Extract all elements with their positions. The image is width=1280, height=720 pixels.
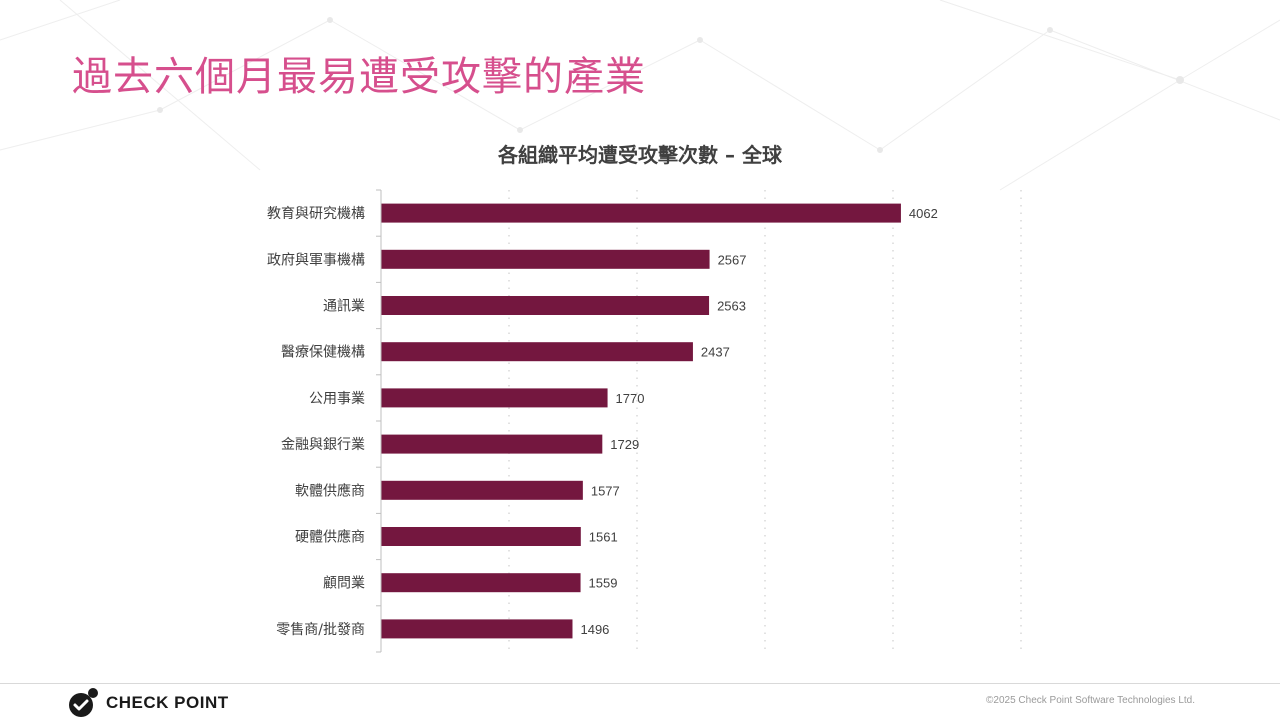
value-label: 1561 — [589, 530, 618, 545]
category-label: 軟體供應商 — [295, 482, 365, 499]
bar — [381, 619, 573, 639]
value-label: 1577 — [591, 483, 620, 498]
footer-divider — [0, 683, 1280, 684]
category-label: 通訊業 — [323, 299, 365, 315]
value-label: 4062 — [909, 206, 938, 221]
value-label: 1770 — [616, 391, 645, 406]
category-label: 顧問業 — [323, 576, 365, 592]
bar — [381, 573, 581, 593]
category-label: 金融與銀行業 — [281, 437, 365, 453]
bar — [381, 527, 581, 546]
chart-title: 各組織平均遭受攻擊次數 – 全球 — [497, 143, 783, 167]
check-point-logo: CHECK POINT — [66, 686, 229, 720]
value-labels: 4062 2567 2563 2437 1770 1729 1577 1561 1559 1496 — [580, 206, 937, 637]
category-label: 教育與研究機構 — [267, 206, 365, 222]
bar — [381, 388, 608, 408]
value-label: 1496 — [580, 622, 609, 637]
bar — [381, 203, 901, 223]
value-label: 2567 — [718, 252, 747, 267]
value-label: 2437 — [701, 345, 730, 360]
copyright-text: ©2025 Check Point Software Technologies … — [986, 695, 1195, 706]
category-label: 公用事業 — [309, 391, 365, 407]
bar — [381, 342, 693, 362]
category-label: 醫療保健機構 — [281, 344, 365, 361]
category-labels: 教育與研究機構政府與軍事機構通訊業醫療保健機構公用事業金融與銀行業軟體供應商硬體… — [267, 206, 365, 638]
category-label: 零售商/批發商 — [276, 622, 365, 638]
slide-title: 過去六個月最易遭受攻擊的產業 — [72, 54, 646, 100]
value-label: 1559 — [589, 576, 618, 591]
value-label: 1729 — [610, 437, 639, 452]
bar — [381, 249, 710, 269]
bars-group — [381, 203, 901, 639]
bar-chart: 各組織平均遭受攻擊次數 – 全球 教育與研究機構政府與軍事機構通訊業醫療保健機構… — [267, 143, 1022, 653]
value-label: 2563 — [717, 299, 746, 314]
bar — [381, 480, 583, 500]
category-label: 硬體供應商 — [295, 529, 365, 546]
background-network-pattern — [0, 0, 1280, 191]
y-axis — [376, 189, 382, 653]
brand-name: CHECK POINT — [106, 693, 229, 712]
bar — [381, 434, 603, 454]
check-point-logo-icon — [69, 688, 98, 717]
bar — [381, 296, 710, 315]
category-label: 政府與軍事機構 — [267, 252, 365, 268]
